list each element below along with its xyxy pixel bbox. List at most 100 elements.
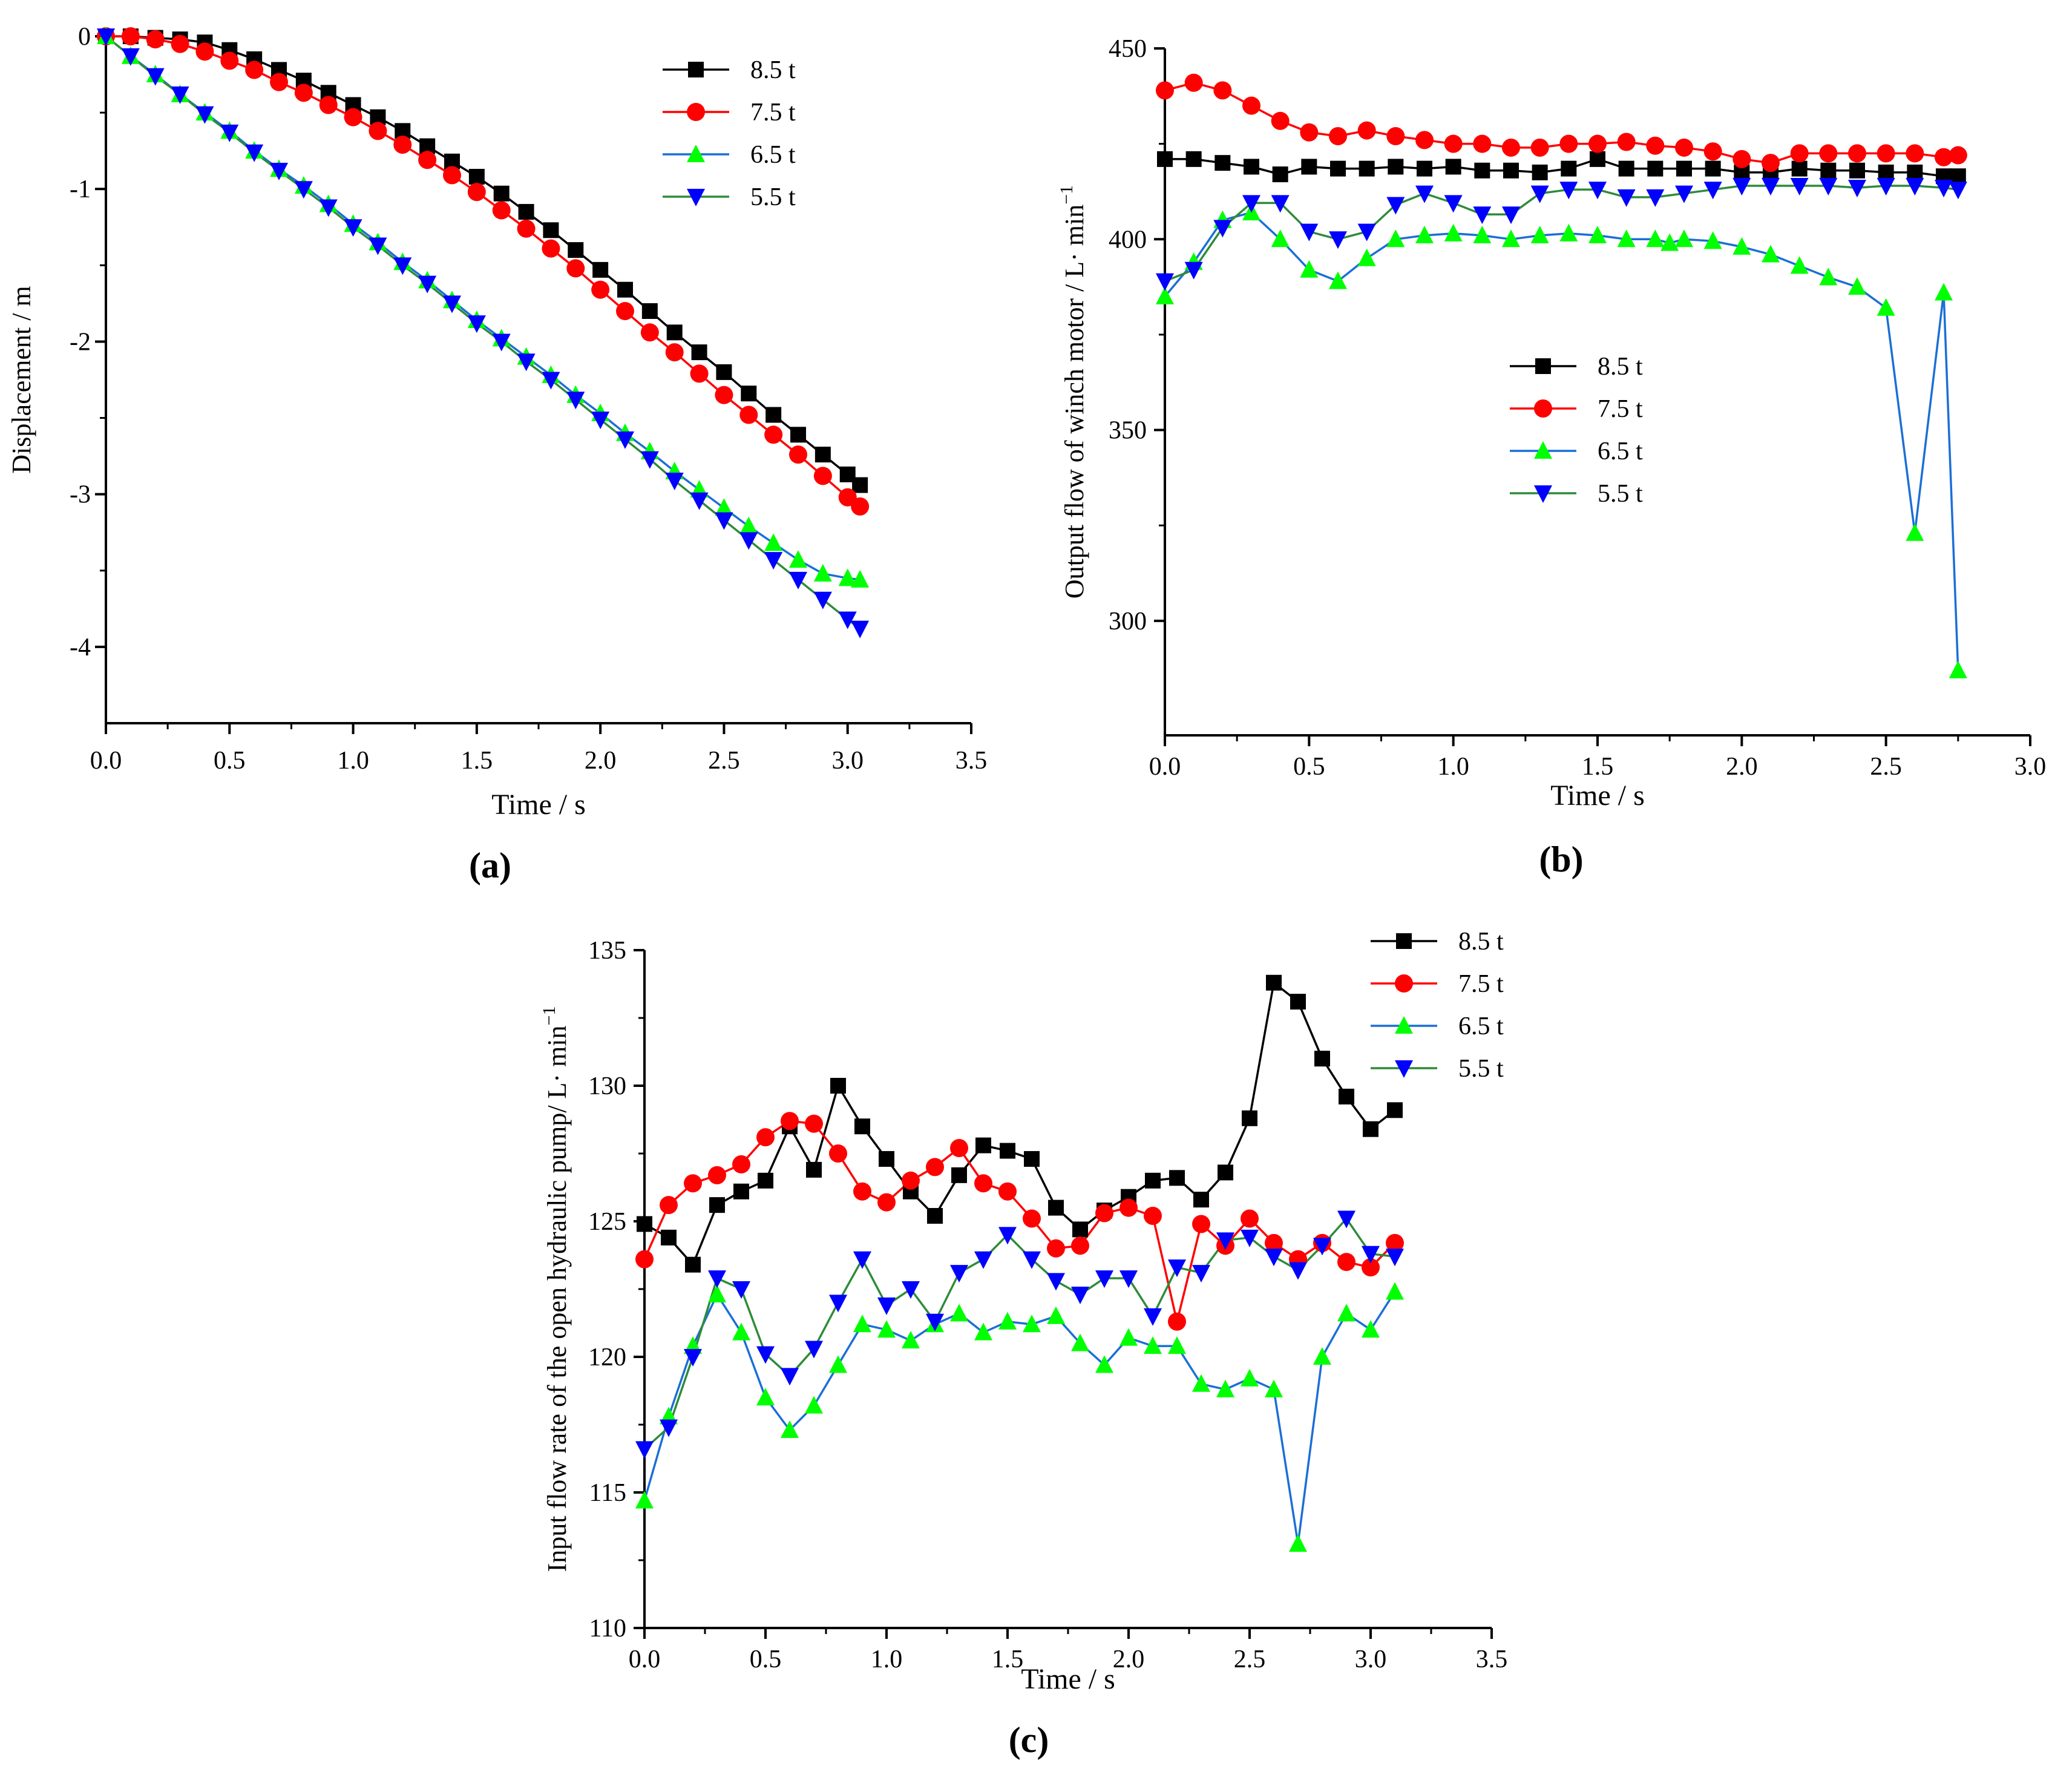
data-point-75t xyxy=(805,1114,823,1133)
data-point-65t xyxy=(1357,248,1376,266)
y-tick-label: 130 xyxy=(588,1072,626,1100)
data-point-55t xyxy=(1242,195,1260,213)
data-point-65t xyxy=(1119,1328,1138,1346)
y-tick-label: -1 xyxy=(70,176,91,203)
data-point-75t xyxy=(1617,133,1636,151)
legend-label: 7.5 t xyxy=(750,99,796,126)
data-point-85t xyxy=(1048,1200,1064,1216)
legend-label: 7.5 t xyxy=(1598,395,1643,423)
data-point-75t xyxy=(739,405,758,424)
data-point-65t xyxy=(851,569,870,588)
data-point-65t xyxy=(974,1322,992,1341)
data-point-65t xyxy=(1848,277,1866,295)
data-point-75t xyxy=(1241,1209,1259,1228)
data-point-85t xyxy=(1474,162,1490,179)
data-point-65t xyxy=(1502,229,1520,248)
data-point-55t xyxy=(1935,180,1953,198)
legend-label: 5.5 t xyxy=(1598,480,1643,508)
data-point-75t xyxy=(974,1174,992,1193)
data-point-75t xyxy=(591,280,610,299)
data-point-85t xyxy=(518,204,534,220)
data-point-55t xyxy=(851,620,870,638)
data-point-65t xyxy=(732,1322,750,1341)
legend-marker xyxy=(688,62,704,77)
data-point-65t xyxy=(756,1388,775,1406)
x-tick-label: 2.0 xyxy=(1113,1646,1145,1673)
series-line-75t xyxy=(106,35,861,508)
data-point-85t xyxy=(1157,151,1173,167)
x-axis-label: Time / s xyxy=(1550,779,1645,812)
data-point-55t xyxy=(1289,1262,1307,1280)
y-axis-label: Output flow of winch motor / L· min−1 xyxy=(1057,185,1089,599)
data-point-85t xyxy=(1145,1172,1161,1189)
data-point-85t xyxy=(617,281,633,298)
data-point-65t xyxy=(1329,271,1347,289)
data-point-55t xyxy=(1386,1249,1404,1267)
y-tick-label: 110 xyxy=(589,1615,626,1643)
data-point-55t xyxy=(245,144,264,162)
y-tick-label: 125 xyxy=(588,1208,626,1236)
data-point-75t xyxy=(1386,127,1405,146)
data-point-75t xyxy=(1703,142,1722,161)
data-point-75t xyxy=(1877,144,1895,163)
data-point-55t xyxy=(902,1281,920,1299)
data-point-65t xyxy=(813,563,832,582)
data-point-55t xyxy=(393,257,412,275)
y-tick-label: -2 xyxy=(70,328,91,356)
legend-marker xyxy=(687,103,705,121)
data-point-75t xyxy=(838,488,857,507)
panel-a: 0.0 0.5 1.0 1.5 2.0 2.5 3.0 3.5 0 -1 -2 -3 -4 Time / … xyxy=(7,23,987,885)
data-point-75t xyxy=(1156,81,1174,100)
data-point-85t xyxy=(927,1208,943,1224)
data-point-85t xyxy=(1218,1164,1233,1181)
data-point-55t xyxy=(813,591,832,609)
data-point-55t xyxy=(270,162,288,180)
data-point-85t xyxy=(975,1137,991,1154)
data-point-75t xyxy=(950,1139,968,1158)
data-point-65t xyxy=(1095,1355,1113,1373)
data-point-55t xyxy=(950,1265,968,1283)
y-axis-label: Displacement / m xyxy=(7,286,36,473)
x-tick-label: 0.5 xyxy=(1293,753,1325,781)
data-point-75t xyxy=(270,73,288,91)
data-point-85t xyxy=(1290,994,1306,1010)
legend-label: 5.5 t xyxy=(1458,1055,1504,1083)
data-point-65t xyxy=(781,1420,799,1438)
data-point-85t xyxy=(1339,1088,1354,1104)
data-point-75t xyxy=(1444,134,1463,153)
data-point-65t xyxy=(853,1314,871,1333)
legend-marker xyxy=(1534,441,1552,459)
panel-b: 0.0 0.5 1.0 1.5 2.0 2.5 3.0 300 350 400 450 Time / … xyxy=(1057,35,2046,879)
data-point-75t xyxy=(1848,144,1866,163)
data-point-55t xyxy=(1675,185,1693,203)
data-point-65t xyxy=(789,550,807,568)
data-point-55t xyxy=(1095,1270,1113,1288)
data-point-55t xyxy=(756,1346,775,1364)
data-point-55t xyxy=(684,1349,702,1367)
data-point-55t xyxy=(739,532,758,550)
data-point-55t xyxy=(1300,223,1319,241)
data-point-55t xyxy=(1588,182,1607,200)
data-point-55t xyxy=(1703,182,1722,200)
data-point-85t xyxy=(661,1229,677,1246)
data-point-85t xyxy=(1705,160,1721,177)
data-point-65t xyxy=(1675,229,1693,248)
data-point-75t xyxy=(1559,134,1578,153)
data-point-85t xyxy=(493,185,510,202)
series-line-85t xyxy=(644,982,1396,1266)
data-point-75t xyxy=(542,239,560,258)
data-point-55t xyxy=(146,68,165,86)
data-point-85t xyxy=(1676,160,1692,177)
data-point-55t xyxy=(926,1313,944,1331)
data-point-55t xyxy=(1530,185,1549,203)
data-point-55t xyxy=(1144,1308,1162,1326)
data-point-85t xyxy=(1024,1150,1040,1167)
x-tick-label: 2.5 xyxy=(708,747,740,775)
x-tick-label: 0.5 xyxy=(750,1646,782,1673)
data-point-65t xyxy=(1588,225,1607,243)
legend-label: 6.5 t xyxy=(1598,438,1643,465)
data-point-85t xyxy=(1950,168,1966,185)
legend-marker xyxy=(1396,933,1412,949)
data-point-85t xyxy=(666,324,683,341)
